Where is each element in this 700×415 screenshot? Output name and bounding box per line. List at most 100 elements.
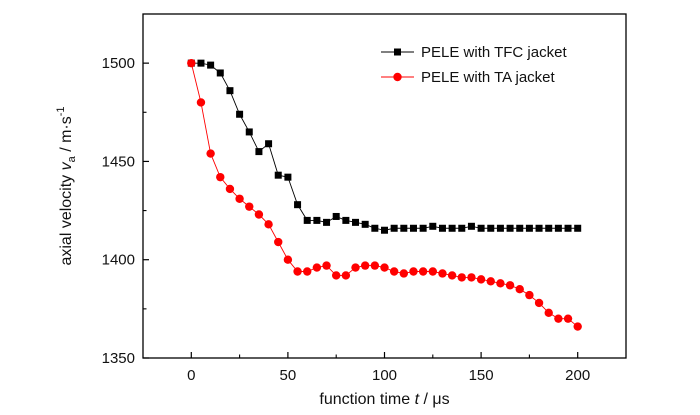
data-point (360, 261, 370, 270)
data-point (467, 222, 475, 230)
data-point (467, 273, 476, 282)
data-point (419, 224, 427, 232)
series-2 (187, 58, 582, 331)
data-point (245, 202, 254, 211)
data-point (332, 271, 341, 280)
data-point (303, 216, 311, 224)
data-point (361, 220, 369, 228)
x-tick-label: 0 (187, 367, 195, 384)
series-1 (187, 59, 582, 234)
data-point (197, 59, 205, 67)
x-axis: 0 50 100 150 200 (187, 352, 590, 384)
data-point (323, 218, 331, 226)
data-point (380, 263, 389, 272)
series-layer (187, 58, 582, 331)
data-point (352, 218, 360, 226)
data-point (371, 224, 379, 232)
x-tick-label: 100 (372, 367, 397, 384)
data-point (389, 267, 399, 276)
data-point (293, 267, 302, 276)
legend-swatch-marker (394, 48, 401, 56)
data-point (554, 314, 563, 323)
data-point (313, 216, 321, 224)
data-point (284, 173, 292, 181)
data-point (476, 275, 486, 284)
data-point (399, 269, 409, 278)
data-point (574, 224, 582, 232)
data-point (265, 140, 273, 148)
data-point (206, 149, 215, 158)
data-point (563, 314, 573, 323)
data-point (525, 224, 533, 232)
data-point (207, 61, 215, 69)
data-point (342, 216, 350, 224)
data-point (458, 224, 466, 232)
x-tick-label: 200 (565, 367, 590, 384)
data-point (294, 201, 302, 209)
data-point (390, 224, 398, 232)
data-point (255, 148, 263, 156)
y-axis-title: axial velocity va / m·s-1 (55, 106, 78, 265)
data-point (447, 271, 457, 280)
legend: PELE with TFC jacket PELE with TA jacket (381, 44, 567, 86)
data-point (428, 267, 437, 276)
data-point (312, 263, 322, 272)
data-point (341, 271, 351, 280)
data-point (283, 255, 293, 264)
data-point (554, 224, 562, 232)
data-point (564, 224, 572, 232)
data-point (534, 298, 544, 308)
data-point (274, 171, 282, 179)
legend-label: PELE with TA jacket (421, 69, 556, 86)
data-point (438, 224, 446, 232)
data-point (516, 224, 524, 232)
data-point (438, 269, 447, 278)
data-point (545, 224, 553, 232)
data-point (245, 128, 253, 136)
data-point (418, 267, 428, 276)
data-point (457, 273, 466, 282)
data-point (216, 69, 224, 77)
x-tick-label: 150 (469, 367, 494, 384)
data-point (477, 224, 485, 232)
data-point (409, 224, 417, 232)
data-point (235, 194, 244, 203)
data-point (303, 267, 312, 276)
data-point (226, 87, 234, 95)
data-point (525, 290, 534, 300)
y-tick-label: 1350 (102, 350, 135, 367)
data-point (515, 285, 524, 294)
data-point (370, 261, 380, 270)
legend-label: PELE with TFC jacket (421, 44, 567, 61)
data-point (351, 263, 360, 272)
data-point (254, 210, 264, 219)
data-point (505, 281, 515, 290)
data-point (196, 98, 206, 107)
data-point (544, 308, 553, 317)
data-point (429, 222, 437, 230)
data-point (486, 277, 495, 286)
x-axis-title: function time t / μs (319, 391, 449, 408)
legend-item-1: PELE with TFC jacket (381, 44, 567, 61)
data-point (332, 212, 340, 220)
y-tick-label: 1500 (102, 55, 135, 72)
data-point (274, 237, 283, 247)
data-point (236, 110, 244, 118)
data-point (216, 172, 225, 182)
data-point (573, 322, 582, 331)
y-tick-label: 1400 (102, 252, 135, 269)
data-point (496, 224, 504, 232)
legend-item-2: PELE with TA jacket (381, 69, 556, 86)
data-point (225, 184, 235, 194)
data-point (264, 220, 273, 229)
data-point (448, 224, 456, 232)
legend-swatch-marker (393, 72, 402, 82)
data-point (409, 267, 418, 276)
x-tick-label: 50 (280, 367, 297, 384)
data-point (381, 226, 388, 234)
data-point (400, 224, 408, 232)
data-point (187, 58, 196, 68)
data-point (496, 279, 505, 288)
y-tick-label: 1450 (102, 153, 135, 170)
data-point (506, 224, 514, 232)
